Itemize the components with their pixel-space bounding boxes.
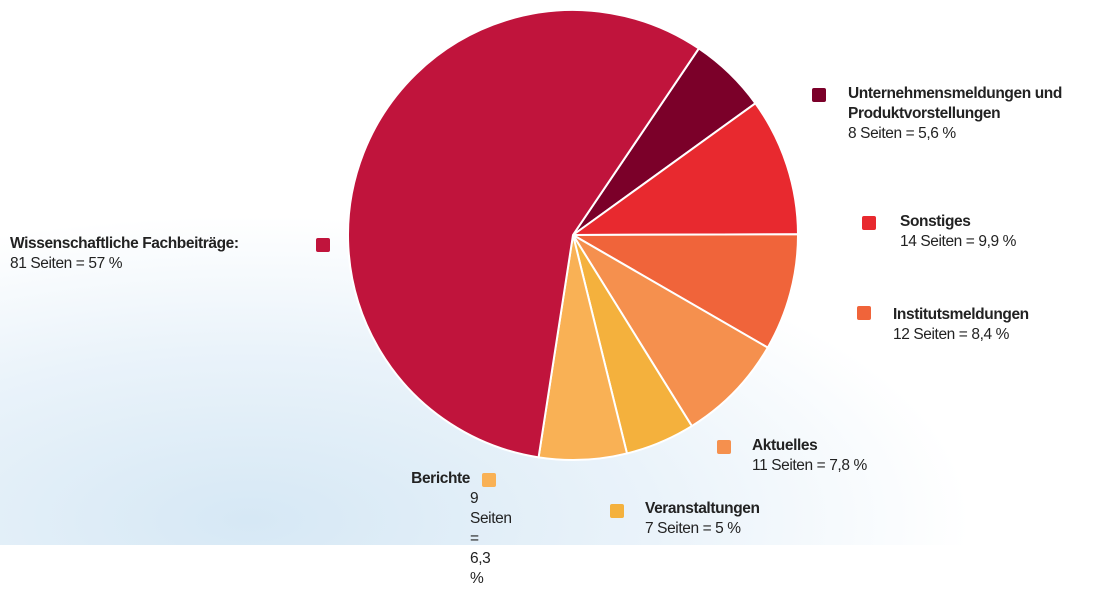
- value-label: 14 Seiten = 9,9 %: [900, 233, 1016, 250]
- legend-item: Institutsmeldungen 12 Seiten = 8,4 %: [893, 305, 1103, 345]
- pie-slice: [572, 234, 770, 428]
- legend-label: Berichte: [411, 470, 470, 487]
- legend-swatch: [857, 306, 871, 320]
- pie-slice: [569, 233, 799, 350]
- value-label: 11 Seiten = 7,8 %: [752, 457, 867, 474]
- legend-item: Unternehmensmeldungen und Produktvorstel…: [848, 84, 1114, 144]
- legend-swatch: [812, 88, 826, 102]
- legend-label: Veranstaltungen: [645, 500, 760, 517]
- legend-item: Veranstaltungen 7 Seiten = 5 %: [645, 499, 845, 539]
- legend-label: Unternehmensmeldungen und Produktvorstel…: [848, 85, 1062, 122]
- value-label: 12 Seiten = 8,4 %: [893, 326, 1009, 343]
- legend-label: Aktuelles: [752, 437, 818, 454]
- legend-item: Wissenschaftliche Fachbeiträge: 81 Seiten…: [10, 234, 300, 274]
- pie-slice: [347, 9, 701, 459]
- legend-item: Sonstiges 14 Seiten = 9,9 %: [900, 212, 1100, 252]
- legend-item: Aktuelles 11 Seiten = 7,8 %: [752, 436, 952, 476]
- legend-item: Berichte 9 Seiten = 6,3 %: [300, 469, 512, 589]
- legend-swatch: [610, 504, 624, 518]
- legend-swatch: [717, 440, 731, 454]
- legend-label: Wissenschaftliche Fachbeiträge:: [10, 235, 239, 252]
- value-label: 81 Seiten = 57 %: [10, 255, 123, 272]
- value-label: 8 Seiten = 5,6 %: [848, 125, 956, 142]
- chart: [347, 9, 800, 461]
- legend-label: Institutsmeldungen: [893, 306, 1029, 323]
- legend-swatch: [862, 216, 876, 230]
- legend-label: Sonstiges: [900, 213, 971, 230]
- pie-slice: [569, 101, 800, 237]
- legend-swatch: [482, 473, 496, 487]
- value-label: 7 Seiten = 5 %: [645, 520, 741, 537]
- legend-swatch: [316, 238, 330, 252]
